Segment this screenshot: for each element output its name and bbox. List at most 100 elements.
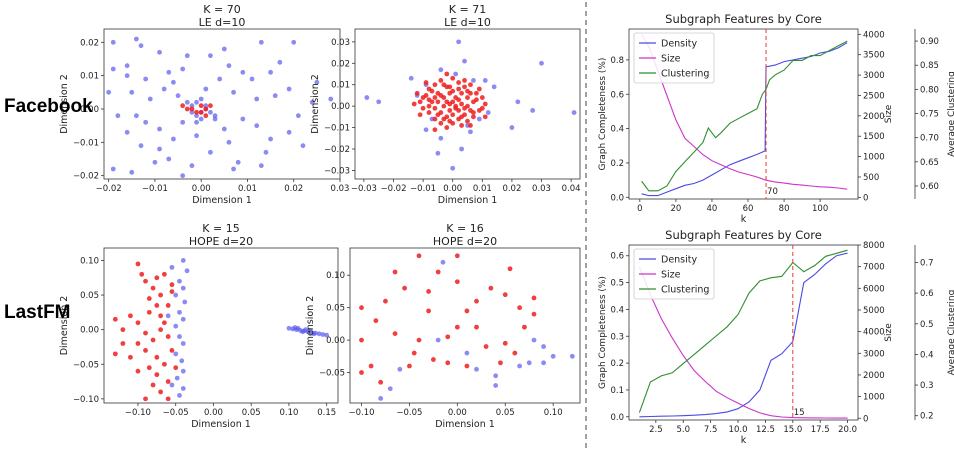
red-point: [161, 271, 167, 277]
scatter-xtick-label: 0.00: [204, 408, 223, 418]
red-point: [402, 285, 408, 291]
blue-point: [453, 71, 459, 77]
blue-point: [124, 129, 130, 135]
blue-point: [303, 327, 308, 333]
clustering-tick-label: 0.70: [920, 134, 939, 144]
red-point: [432, 116, 438, 122]
red-point: [143, 278, 148, 284]
red-point: [462, 105, 467, 111]
scatter-xtick-label: 0.10: [544, 408, 563, 418]
blue-point: [263, 149, 269, 155]
red-point: [194, 109, 199, 115]
clustering-tick-label: 0.6: [920, 289, 934, 299]
plot-area: [349, 247, 581, 404]
size-tick-label: 0: [863, 193, 868, 203]
legend: Density Size Clustering: [633, 248, 715, 300]
red-point: [468, 82, 473, 88]
blue-point: [272, 93, 278, 99]
blue-point: [240, 69, 246, 75]
blue-point: [378, 396, 384, 401]
blue-point: [171, 79, 176, 85]
red-point: [459, 101, 464, 107]
scatter-ytick-label: 0.00: [331, 102, 350, 112]
red-point: [169, 282, 175, 288]
chart-subtitle: HOPE d=20: [189, 235, 253, 248]
red-point: [454, 253, 460, 259]
red-point: [411, 101, 417, 107]
blue-point: [277, 59, 283, 65]
scatter-ytick-label: 0.00: [80, 105, 99, 115]
blue-point: [177, 278, 182, 284]
line-ytick-label: 0.0: [610, 193, 624, 203]
blue-point: [459, 146, 464, 152]
threshold-label: 70: [767, 187, 778, 197]
red-point: [161, 320, 167, 326]
scatter-xtick-label: −0.02: [380, 184, 406, 194]
size-tick-label: 0: [863, 414, 868, 424]
blue-point: [307, 327, 313, 333]
blue-point: [171, 136, 176, 142]
scatter-xtick-label: 0.05: [242, 408, 261, 418]
blue-point: [541, 360, 546, 366]
red-point: [165, 303, 171, 308]
red-point: [135, 368, 141, 374]
blue-point: [569, 353, 575, 359]
blue-point: [177, 309, 182, 315]
line-xtick-label: 40: [707, 204, 718, 214]
clustering-tick-label: 0.85: [920, 61, 939, 71]
red-point: [150, 337, 156, 343]
line-ytick-label: 0.0: [610, 413, 624, 423]
blue-point: [539, 60, 544, 66]
line-panel-5: Subgraph Features by Core 2.5 5.0 7.5 10.0 12…: [598, 228, 954, 446]
blue-point: [268, 136, 273, 142]
line-ytick-label: 0.6: [610, 90, 624, 100]
red-point: [150, 285, 156, 291]
red-point: [512, 350, 518, 356]
blue-point: [468, 129, 473, 135]
red-point: [112, 316, 118, 322]
blue-point: [157, 49, 162, 55]
scatter-xtick-label: −0.03: [351, 184, 377, 194]
blue-point: [138, 43, 144, 49]
red-point: [476, 86, 482, 92]
red-point: [203, 106, 209, 112]
blue-point: [286, 325, 292, 331]
legend: Density Size Clustering: [633, 32, 715, 84]
red-point: [154, 354, 160, 360]
blue-point: [198, 96, 204, 102]
blue-point: [471, 78, 476, 83]
scatter-ytick-label: 0.02: [331, 59, 350, 69]
red-point: [198, 109, 204, 115]
red-point: [450, 75, 456, 81]
size-tick-label: 2500: [863, 91, 885, 101]
line-ytick-label: 0.2: [610, 359, 624, 369]
blue-point: [309, 99, 315, 105]
blue-point: [129, 89, 135, 95]
blue-point: [177, 334, 182, 339]
blue-point: [328, 96, 334, 102]
clustering-axis-label: Average Clustering: [947, 71, 954, 157]
legend-entry-density: Density: [661, 39, 697, 50]
blue-point: [450, 165, 456, 171]
blue-point: [182, 299, 188, 305]
red-point: [471, 110, 476, 115]
clustering-tick-label: 0.60: [920, 182, 939, 192]
red-point: [447, 118, 453, 124]
blue-point: [268, 69, 273, 75]
size-tick-label: 4000: [863, 30, 885, 40]
blue-point: [203, 103, 209, 109]
clustering-tick-label: 0.75: [920, 110, 939, 120]
red-point: [474, 298, 479, 304]
blue-point: [221, 46, 227, 52]
clustering-tick-label: 0.7: [920, 258, 934, 268]
red-point: [135, 320, 141, 326]
blue-point: [194, 99, 199, 105]
legend-box: [633, 248, 715, 300]
blue-point: [147, 96, 153, 102]
red-point: [407, 363, 412, 369]
size-tick-label: 8000: [863, 241, 885, 251]
scatter-xtick-label: 0.03: [331, 184, 350, 194]
clustering-axis-label: Average Clustering: [947, 290, 954, 376]
